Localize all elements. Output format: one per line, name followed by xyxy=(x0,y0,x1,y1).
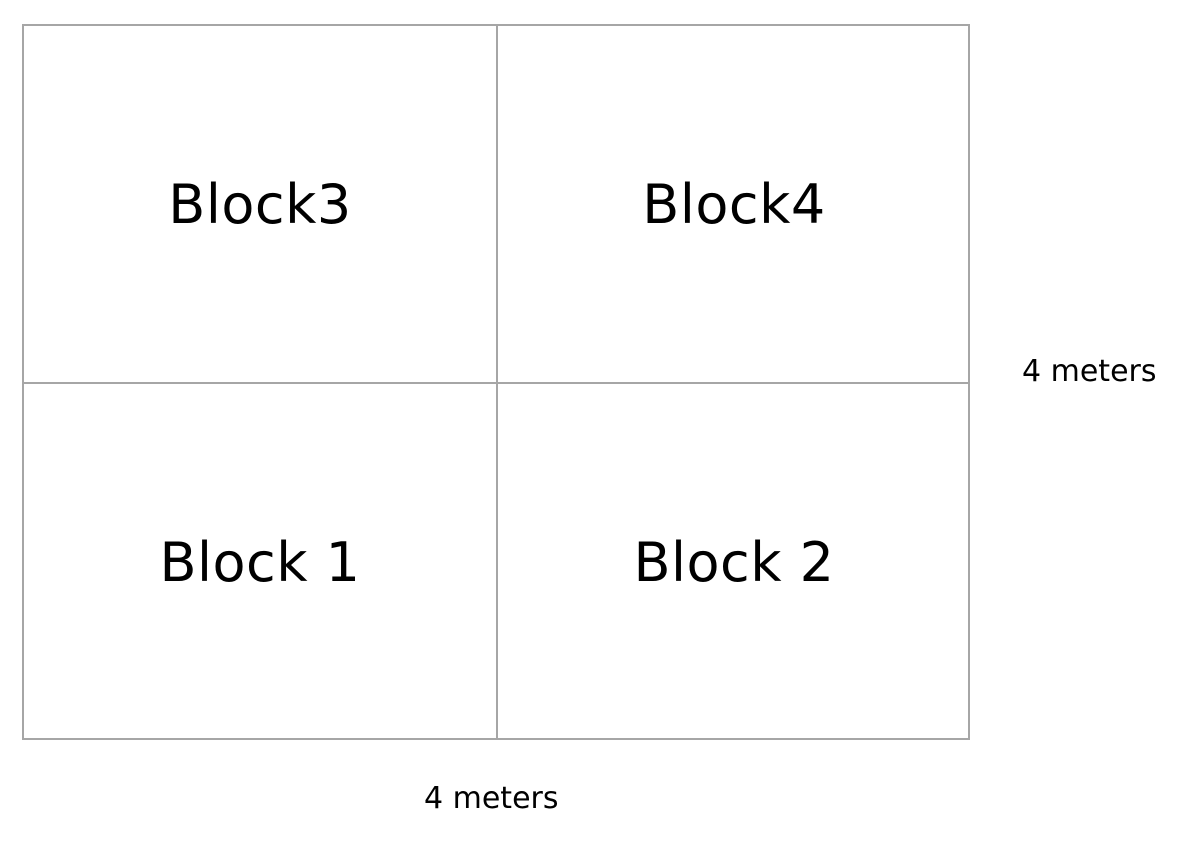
block-4-label: Block4 xyxy=(642,172,826,236)
block-3-cell: Block3 xyxy=(24,26,496,382)
height-dimension-label: 4 meters xyxy=(1022,354,1157,389)
block-grid: Block3 Block4 Block 1 Block 2 xyxy=(22,24,970,740)
block-3-label: Block3 xyxy=(168,172,352,236)
horizontal-divider xyxy=(24,382,968,384)
width-dimension-label: 4 meters xyxy=(424,781,559,816)
block-2-label: Block 2 xyxy=(633,530,835,594)
block-4-cell: Block4 xyxy=(498,26,970,382)
block-1-cell: Block 1 xyxy=(24,384,496,740)
block-1-label: Block 1 xyxy=(159,530,361,594)
block-2-cell: Block 2 xyxy=(498,384,970,740)
